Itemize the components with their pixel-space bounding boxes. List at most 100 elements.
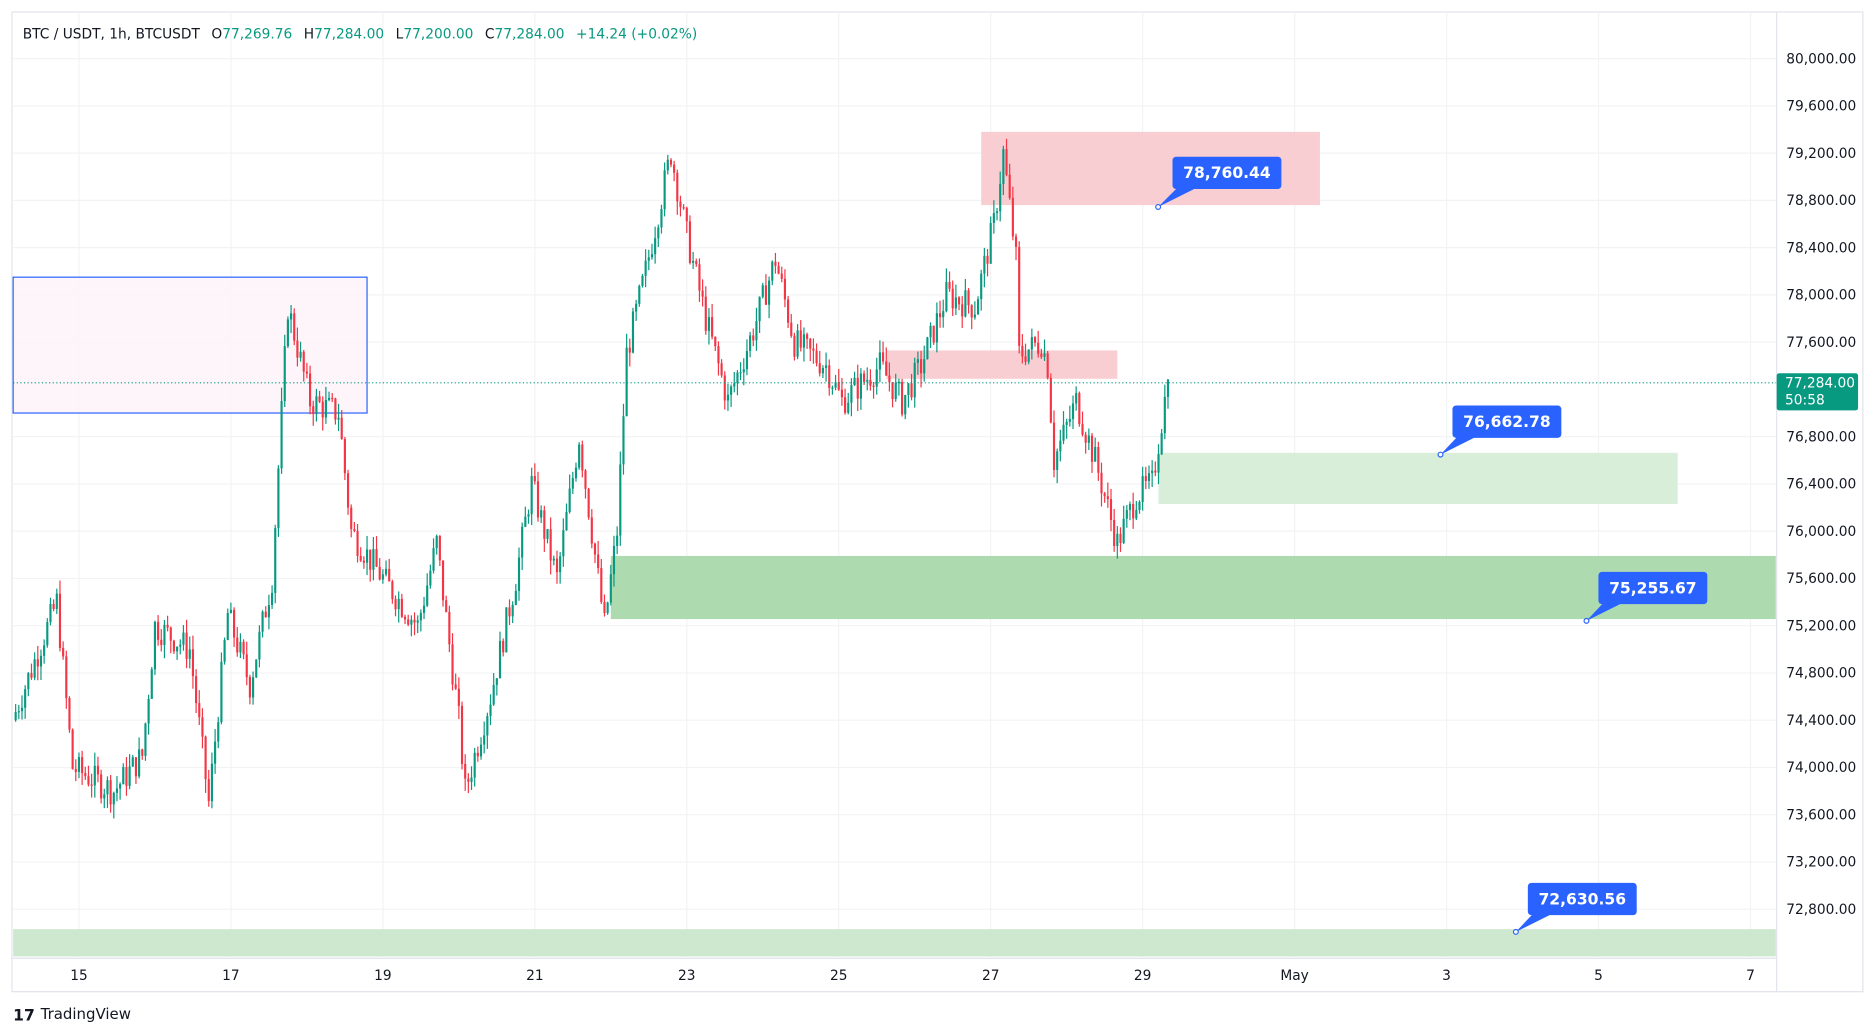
candle: [483, 721, 486, 754]
candle: [346, 469, 350, 515]
support-zone[interactable]: [610, 555, 1776, 620]
candle: [749, 331, 752, 358]
candle: [1138, 500, 1141, 514]
candle: [1097, 441, 1100, 481]
candle: [1008, 163, 1011, 200]
box-zone[interactable]: [12, 276, 368, 414]
candle: [514, 583, 517, 606]
candle: [938, 300, 942, 328]
candle: [644, 249, 647, 288]
candle: [527, 509, 530, 524]
candle: [875, 357, 878, 395]
candle: [239, 633, 242, 659]
price-tick: 73,600.00: [1786, 807, 1856, 823]
candle: [191, 635, 195, 689]
candle: [806, 332, 809, 349]
candle: [910, 373, 913, 401]
candle: [685, 206, 688, 234]
candle: [1103, 491, 1106, 503]
candle: [891, 382, 894, 408]
candle: [992, 200, 995, 234]
time-tick: 29: [1134, 968, 1152, 984]
candle: [128, 754, 131, 790]
candle: [388, 558, 391, 582]
candle: [438, 535, 441, 567]
candle: [821, 365, 824, 378]
price-callout[interactable]: 76,662.78: [1437, 405, 1562, 458]
candle: [125, 757, 128, 796]
candle: [831, 385, 834, 395]
candle: [872, 382, 875, 399]
candle: [502, 638, 505, 657]
candle: [692, 251, 695, 269]
price-callout[interactable]: 72,630.56: [1512, 882, 1637, 935]
tradingview-logo[interactable]: 17 TradingView: [13, 1005, 131, 1024]
candle: [856, 364, 859, 412]
candle: [302, 349, 305, 382]
candle: [270, 585, 274, 610]
price-axis[interactable]: 80,000.00 79,600.00 79,200.00 78,800.00 78,4…: [1786, 51, 1856, 918]
candle: [606, 601, 609, 615]
candle: [1125, 505, 1128, 528]
candle: [255, 659, 258, 679]
candle: [122, 763, 125, 785]
candle: [1081, 411, 1084, 437]
candle: [777, 261, 780, 275]
candle: [318, 390, 321, 403]
candle: [574, 462, 578, 482]
candle: [1049, 373, 1052, 424]
candle: [188, 636, 191, 669]
candle: [878, 340, 881, 383]
candle: [464, 754, 467, 791]
candle: [742, 358, 745, 386]
candle: [454, 673, 457, 690]
candle: [486, 712, 489, 749]
candle: [714, 336, 717, 352]
candle: [445, 595, 448, 613]
candle: [866, 367, 869, 391]
candle: [207, 769, 210, 807]
price-callout[interactable]: 78,760.44: [1155, 156, 1282, 210]
candle: [850, 378, 853, 417]
candle: [74, 759, 77, 782]
support-zone[interactable]: [13, 929, 1776, 957]
candle: [198, 690, 201, 725]
candle: [1116, 526, 1119, 559]
candle: [17, 704, 20, 720]
candle: [524, 506, 527, 528]
candle: [1052, 410, 1056, 478]
candle: [847, 392, 850, 415]
candle: [1071, 395, 1075, 429]
candle: [77, 752, 81, 779]
candle: [372, 537, 375, 581]
candle: [470, 766, 473, 791]
price-tick: 72,800.00: [1786, 902, 1856, 918]
candle: [720, 359, 723, 378]
candle: [881, 341, 885, 365]
candle: [258, 625, 261, 668]
candle: [900, 378, 904, 417]
candle: [885, 347, 888, 376]
candle: [647, 249, 650, 271]
candle: [1021, 334, 1024, 364]
candle: [565, 503, 568, 531]
candle: [378, 558, 381, 581]
candle: [397, 591, 400, 623]
candle: [220, 652, 223, 725]
candle: [153, 620, 157, 676]
support-zone[interactable]: [1158, 452, 1678, 504]
price-callout[interactable]: 75,255.67: [1583, 571, 1708, 624]
candle: [650, 243, 654, 260]
time-axis[interactable]: 15 17 19 21 23 25 27 29 May 3 5 7: [70, 968, 1755, 984]
candles: [14, 138, 1170, 819]
time-tick: 23: [678, 968, 696, 984]
tv-logo-icon: 17: [13, 1006, 35, 1024]
candle: [1011, 186, 1014, 241]
price-tick: 78,000.00: [1786, 288, 1856, 304]
candle: [308, 365, 312, 415]
candle: [631, 307, 635, 354]
candle: [657, 224, 660, 248]
candle: [448, 605, 451, 653]
candle: [774, 252, 777, 274]
